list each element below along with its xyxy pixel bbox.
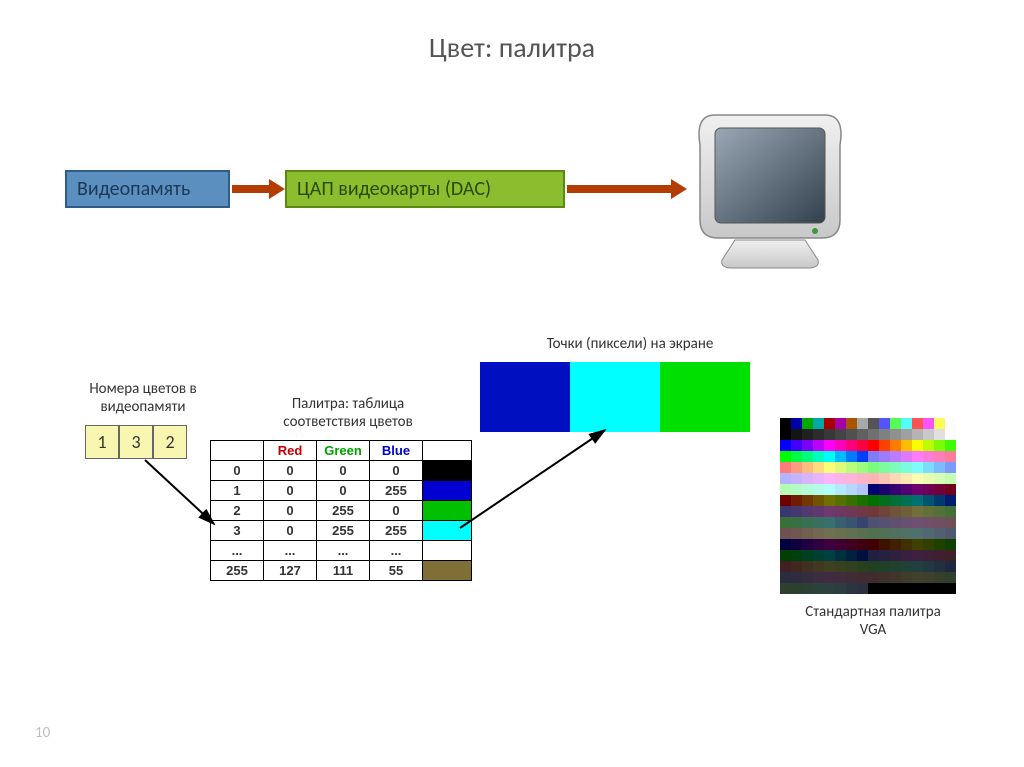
page-number: 10 (35, 724, 50, 742)
vga-palette-image (780, 418, 956, 594)
label-vga: Стандартная палитра VGA (788, 603, 958, 639)
arrow-cells-to-table (0, 0, 1024, 767)
